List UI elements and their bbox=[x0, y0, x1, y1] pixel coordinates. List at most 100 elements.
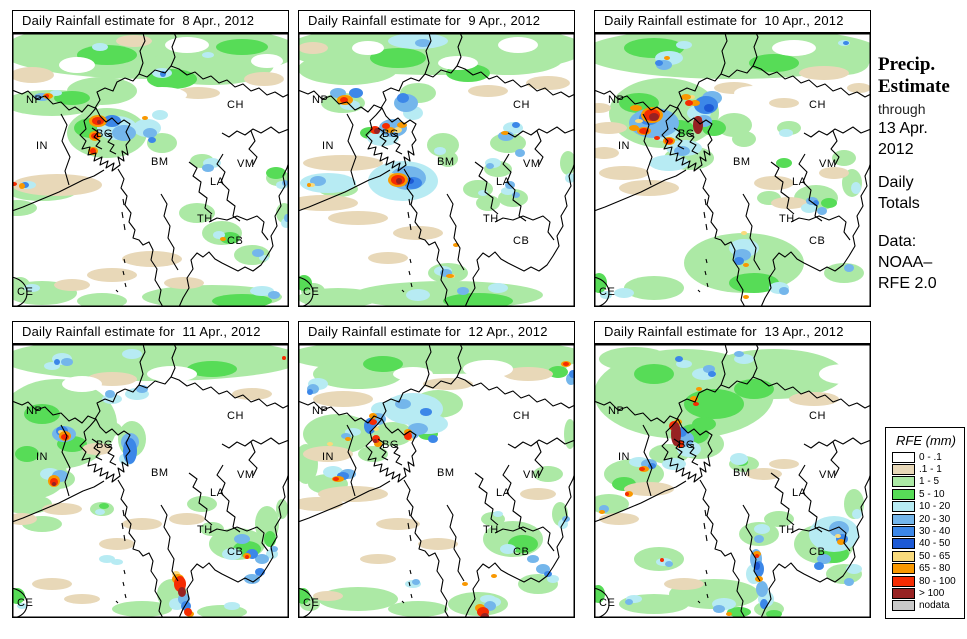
region-label-vm: VM bbox=[237, 158, 255, 170]
legend-swatch bbox=[892, 600, 915, 612]
caption-date-1: 13 Apr. bbox=[878, 120, 928, 137]
legend-swatch bbox=[892, 451, 915, 463]
legend-label: 65 - 80 bbox=[919, 563, 951, 575]
region-label-ch: CH bbox=[809, 410, 826, 422]
region-label-la: LA bbox=[210, 487, 225, 499]
legend-row: 1 - 5 bbox=[886, 476, 964, 488]
region-label-cb: CB bbox=[809, 235, 825, 247]
region-label-in: IN bbox=[322, 140, 334, 152]
legend-label: nodata bbox=[919, 600, 950, 612]
legend-row: 40 - 50 bbox=[886, 538, 964, 550]
region-label-ce: CE bbox=[599, 597, 615, 609]
map-panel-8-apr: Daily Rainfall estimate for 8 Apr., 2012… bbox=[12, 10, 289, 307]
caption-estimate: Estimate bbox=[878, 76, 950, 97]
legend-label: 50 - 65 bbox=[919, 550, 951, 562]
region-label-bg: BG bbox=[96, 439, 113, 451]
legend-swatch bbox=[892, 563, 915, 575]
region-label-np: NP bbox=[26, 94, 42, 106]
region-label-vm: VM bbox=[523, 158, 541, 170]
caption-totals: Totals bbox=[878, 195, 920, 212]
region-label-ce: CE bbox=[599, 286, 615, 298]
legend-label: > 100 bbox=[919, 587, 945, 599]
region-label-la: LA bbox=[496, 176, 511, 188]
map-title: Daily Rainfall estimate for 12 Apr., 201… bbox=[298, 321, 575, 344]
legend-label: 20 - 30 bbox=[919, 513, 951, 525]
region-label-np: NP bbox=[26, 405, 42, 417]
region-label-bm: BM bbox=[151, 467, 169, 479]
caption-through: through bbox=[878, 101, 926, 117]
map-title: Daily Rainfall estimate for 10 Apr., 201… bbox=[594, 10, 871, 33]
rainfall-map: NP IN BG CH BM VM LA TH CB CE bbox=[12, 344, 289, 618]
legend-label: 30 - 40 bbox=[919, 526, 951, 538]
region-label-ch: CH bbox=[809, 99, 826, 111]
map-panel-9-apr: Daily Rainfall estimate for 9 Apr., 2012… bbox=[298, 10, 575, 307]
legend-row: 65 - 80 bbox=[886, 563, 964, 575]
region-label-th: TH bbox=[483, 213, 499, 225]
region-label-vm: VM bbox=[819, 469, 837, 481]
legend-label: 80 - 100 bbox=[919, 575, 956, 587]
region-label-np: NP bbox=[312, 94, 328, 106]
region-label-cb: CB bbox=[227, 546, 243, 558]
legend-swatch bbox=[892, 464, 915, 476]
region-label-ch: CH bbox=[513, 99, 530, 111]
region-label-in: IN bbox=[36, 451, 48, 463]
rainfall-map: NP IN BG CH BM VM LA TH CB CE bbox=[594, 344, 871, 618]
legend-swatch bbox=[892, 488, 915, 500]
legend-row: 20 - 30 bbox=[886, 513, 964, 525]
legend-row: > 100 bbox=[886, 587, 964, 599]
map-panel-10-apr: Daily Rainfall estimate for 10 Apr., 201… bbox=[594, 10, 871, 307]
region-label-bg: BG bbox=[382, 439, 399, 451]
map-panel-12-apr: Daily Rainfall estimate for 12 Apr., 201… bbox=[298, 321, 575, 618]
legend-label: 40 - 50 bbox=[919, 538, 951, 550]
region-label-cb: CB bbox=[809, 546, 825, 558]
region-label-in: IN bbox=[618, 140, 630, 152]
legend-title: RFE (mm) bbox=[896, 433, 956, 448]
region-label-bm: BM bbox=[437, 156, 455, 168]
caption-data: Data: bbox=[878, 233, 917, 250]
region-label-la: LA bbox=[496, 487, 511, 499]
region-label-np: NP bbox=[608, 405, 624, 417]
region-label-ce: CE bbox=[17, 597, 33, 609]
caption-rfe: RFE 2.0 bbox=[878, 275, 937, 292]
region-label-th: TH bbox=[483, 524, 499, 536]
region-label-bm: BM bbox=[733, 156, 751, 168]
region-label-bm: BM bbox=[437, 467, 455, 479]
region-label-in: IN bbox=[322, 451, 334, 463]
region-label-np: NP bbox=[312, 405, 328, 417]
region-label-la: LA bbox=[792, 487, 807, 499]
region-label-bg: BG bbox=[678, 439, 695, 451]
rainfall-map: NP IN BG CH BM VM LA TH CB CE bbox=[594, 33, 871, 307]
caption-date-2: 2012 bbox=[878, 141, 914, 158]
region-label-ch: CH bbox=[513, 410, 530, 422]
rainfall-map: NP IN BG CH BM VM LA TH CB CE bbox=[298, 33, 575, 307]
region-label-ch: CH bbox=[227, 99, 244, 111]
region-label-cb: CB bbox=[513, 546, 529, 558]
region-label-bm: BM bbox=[151, 156, 169, 168]
region-label-th: TH bbox=[779, 524, 795, 536]
map-title: Daily Rainfall estimate for 8 Apr., 2012 bbox=[12, 10, 289, 33]
legend-row: 10 - 20 bbox=[886, 501, 964, 513]
legend-row: nodata bbox=[886, 600, 964, 612]
region-label-cb: CB bbox=[227, 235, 243, 247]
caption-daily: Daily bbox=[878, 174, 914, 191]
legend-row: 5 - 10 bbox=[886, 488, 964, 500]
legend-row: 80 - 100 bbox=[886, 575, 964, 587]
legend-row: 50 - 65 bbox=[886, 550, 964, 562]
region-label-vm: VM bbox=[819, 158, 837, 170]
region-label-vm: VM bbox=[523, 469, 541, 481]
legend-label: 1 - 5 bbox=[919, 476, 940, 488]
rainfall-map: NP IN BG CH BM VM LA TH CB CE bbox=[12, 33, 289, 307]
legend-swatch bbox=[892, 526, 915, 538]
legend-swatch bbox=[892, 501, 915, 513]
region-label-la: LA bbox=[792, 176, 807, 188]
legend-label: 10 - 20 bbox=[919, 501, 951, 513]
region-label-ce: CE bbox=[17, 286, 33, 298]
region-label-cb: CB bbox=[513, 235, 529, 247]
map-title: Daily Rainfall estimate for 13 Apr., 201… bbox=[594, 321, 871, 344]
legend-swatch bbox=[892, 476, 915, 488]
legend-swatch bbox=[892, 587, 915, 599]
legend-row: 30 - 40 bbox=[886, 525, 964, 538]
